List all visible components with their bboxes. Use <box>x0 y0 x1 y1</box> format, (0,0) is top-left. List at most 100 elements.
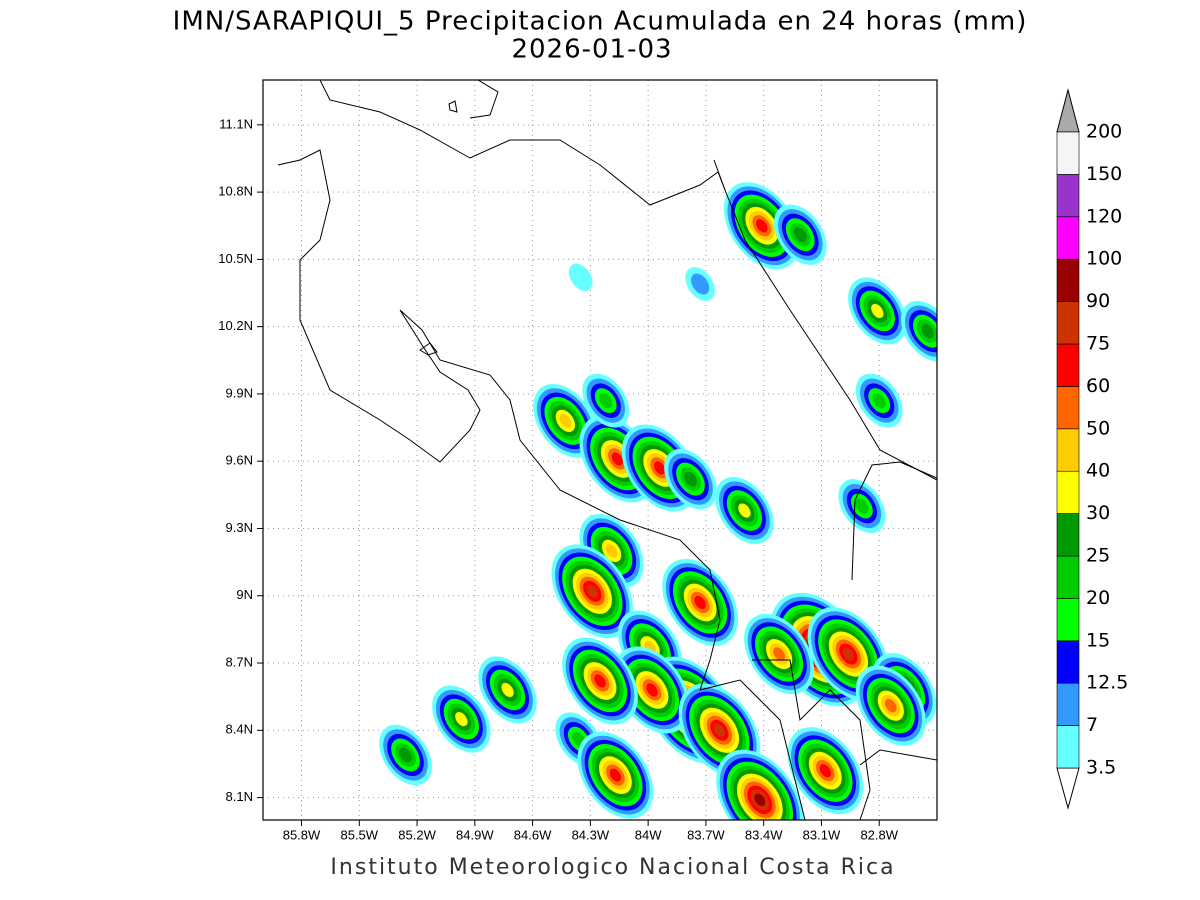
colorbar-box <box>1056 555 1080 599</box>
precip-contour <box>691 273 710 295</box>
precip-contour <box>773 647 785 661</box>
x-tick-label: 85.5W <box>340 827 378 842</box>
precip-contour <box>819 764 832 778</box>
precip-contour <box>611 452 624 466</box>
coastline <box>859 749 937 766</box>
precip-contour <box>756 219 768 233</box>
x-tick-label: 84W <box>635 827 662 842</box>
x-tick-label: 83.7W <box>687 827 725 842</box>
precip-contour <box>559 413 572 428</box>
coastline <box>713 159 937 481</box>
x-tick-label: 85.2W <box>398 827 436 842</box>
colorbar-label: 60 <box>1086 375 1110 397</box>
y-tick-label: 8.4N <box>226 722 253 737</box>
colorbar-label: 150 <box>1086 163 1122 185</box>
colorbar-box <box>1056 131 1080 175</box>
y-tick-label: 8.7N <box>226 654 253 669</box>
precip-contour <box>872 392 886 409</box>
precip-field <box>379 182 937 820</box>
coastline <box>752 659 871 820</box>
colorbar-box <box>1056 258 1080 302</box>
y-tick-label: 9.6N <box>226 453 253 468</box>
x-tick-label: 84.9W <box>456 827 494 842</box>
colorbar-box <box>1056 513 1080 557</box>
colorbar-under <box>1056 767 1080 810</box>
precip-contour <box>399 747 412 763</box>
colorbar-label: 25 <box>1086 545 1110 567</box>
colorbar-box <box>1056 682 1080 726</box>
colorbar-label: 100 <box>1086 248 1122 270</box>
colorbar-box <box>1056 386 1080 430</box>
y-tick-label: 10.8N <box>218 184 253 199</box>
precip-contour <box>568 263 593 292</box>
y-tick-label: 9N <box>236 587 253 602</box>
precip-contour <box>855 498 869 514</box>
y-tick-label: 9.3N <box>226 520 253 535</box>
colorbar-box <box>1056 301 1080 345</box>
colorbar-label: 30 <box>1086 502 1110 524</box>
precip-contour <box>609 768 622 782</box>
precip-contour <box>920 323 934 339</box>
x-tick-label: 83.4W <box>745 827 783 842</box>
coastline <box>319 80 726 206</box>
precip-contour <box>684 471 697 487</box>
border <box>851 461 937 581</box>
x-tick-label: 84.6W <box>514 827 552 842</box>
subtitle: 2026-01-03 <box>511 35 672 65</box>
y-tick-label: 11.1N <box>219 116 253 131</box>
precip-contour <box>842 647 855 661</box>
precip-contour <box>599 392 613 409</box>
colorbar-label: 40 <box>1086 460 1110 482</box>
colorbar-label: 120 <box>1086 205 1122 227</box>
y-tick-label: 9.9N <box>226 385 253 400</box>
x-tick-label: 82.8W <box>860 827 898 842</box>
colorbar-label: 75 <box>1086 333 1110 355</box>
colorbar-label: 90 <box>1086 290 1110 312</box>
colorbar-box <box>1056 640 1080 684</box>
x-tick-label: 85.8W <box>283 827 321 842</box>
colorbar-box <box>1056 470 1080 514</box>
colorbar-label: 7 <box>1086 714 1098 736</box>
colorbar-label: 50 <box>1086 417 1110 439</box>
y-tick-label: 10.2N <box>218 318 253 333</box>
precip-contour <box>455 712 468 727</box>
x-tick-label: 84.3W <box>572 827 610 842</box>
y-tick-label: 8.1N <box>226 789 253 804</box>
colorbar-box <box>1056 174 1080 218</box>
colorbar-label: 15 <box>1086 629 1110 651</box>
plot-frame <box>262 79 938 821</box>
y-tick-label: 10.5N <box>218 251 253 266</box>
precip-contour <box>501 682 514 698</box>
title: IMN/SARAPIQUI_5 Precipitacion Acumulada … <box>173 7 1028 37</box>
lake <box>419 342 438 356</box>
precip-contour <box>793 227 807 243</box>
colorbar-box <box>1056 428 1080 472</box>
precip-contour <box>653 461 666 475</box>
colorbar: 3.5 7 12.5 15 20 25 30 40 50 60 75 90 100 120 150 200 <box>1056 88 1128 810</box>
footer: Instituto Meteorologico Nacional Costa R… <box>330 855 895 880</box>
precip-contour <box>646 683 658 697</box>
lake <box>448 100 458 113</box>
colorbar-over <box>1056 88 1080 133</box>
colorbar-box <box>1056 598 1080 642</box>
coastline <box>277 149 806 820</box>
x-tick-label: 83.1W <box>803 827 841 842</box>
precip-contour <box>738 503 751 518</box>
colorbar-box <box>1056 216 1080 260</box>
precip-contour <box>594 674 606 688</box>
precip-contour <box>713 723 726 737</box>
precip-contour <box>884 698 897 713</box>
colorbar-box <box>1056 343 1080 387</box>
colorbar-box <box>1056 725 1080 769</box>
precip-contour <box>586 584 598 598</box>
coastlines <box>277 80 937 820</box>
colorbar-label: 12.5 <box>1086 672 1128 694</box>
colorbar-label: 200 <box>1086 121 1122 143</box>
coastline <box>469 80 499 119</box>
precip-contour <box>605 544 618 558</box>
precip-contour <box>694 595 706 610</box>
colorbar-label: 20 <box>1086 587 1110 609</box>
precip-contour <box>871 303 884 319</box>
colorbar-label: 3.5 <box>1086 757 1116 779</box>
